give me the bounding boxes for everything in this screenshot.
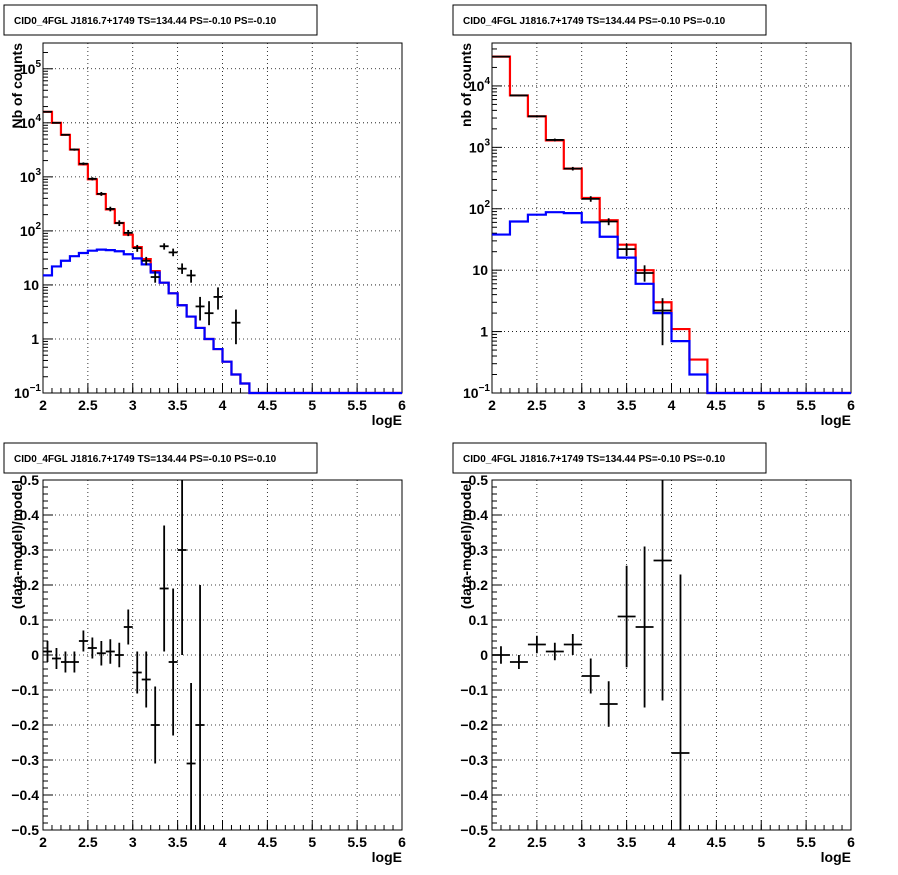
x-tick-label: 3.5 (168, 397, 188, 413)
x-tick-label: 3 (578, 397, 586, 413)
y-tick-label: 102 (469, 199, 491, 217)
y-tick-label: 0.5 (20, 472, 40, 488)
title-box (452, 442, 767, 474)
x-tick-label: 6 (398, 397, 406, 413)
chart-title: CID0_4FGL J1816.7+1749 TS=134.44 PS=-0.1… (463, 454, 726, 465)
x-axis-label: logE (372, 849, 402, 865)
y-tick-label: 0.5 (469, 472, 489, 488)
chart-panel-1: CID0_4FGL J1816.7+1749 TS=134.44 PS=-0.1… (3, 4, 406, 428)
y-tick-label: −0.5 (11, 822, 39, 838)
x-tick-label: 4 (668, 834, 676, 850)
x-tick-label: 3.5 (617, 397, 637, 413)
chart-title: CID0_4FGL J1816.7+1749 TS=134.44 PS=-0.1… (14, 16, 277, 27)
x-tick-label: 2.5 (527, 397, 547, 413)
x-tick-label: 2.5 (78, 834, 98, 850)
x-tick-label: 5.5 (347, 397, 367, 413)
y-tick-label: 0.4 (20, 507, 40, 523)
y-tick-label: −0.1 (11, 682, 39, 698)
y-tick-label: 0.3 (469, 542, 489, 558)
title-box (3, 4, 318, 36)
y-tick-label: −0.2 (11, 717, 39, 733)
series-line-blue (43, 248, 402, 395)
x-tick-label: 4 (219, 397, 227, 413)
x-tick-label: 4 (668, 397, 676, 413)
y-tick-label: −0.3 (460, 752, 488, 768)
y-axis-label: (data-model)/model (458, 480, 474, 609)
y-tick-label: −0.2 (460, 717, 488, 733)
x-tick-label: 3.5 (168, 834, 188, 850)
x-tick-label: 5 (308, 834, 316, 850)
x-tick-label: 2 (39, 397, 47, 413)
y-tick-label: 102 (20, 221, 42, 239)
y-tick-label: 10−1 (14, 383, 41, 401)
x-tick-label: 3 (578, 834, 586, 850)
x-tick-label: 6 (398, 834, 406, 850)
x-tick-label: 4.5 (707, 397, 727, 413)
x-tick-label: 5.5 (796, 397, 816, 413)
x-tick-label: 6 (847, 397, 855, 413)
y-tick-label: −0.4 (11, 787, 39, 803)
x-tick-label: 3 (129, 397, 137, 413)
series-line-blue (492, 211, 851, 395)
chart-panel-4: CID0_4FGL J1816.7+1749 TS=134.44 PS=-0.1… (452, 442, 855, 865)
y-tick-label: 1 (31, 331, 39, 347)
y-tick-label: 103 (20, 167, 42, 185)
chart-panel-2: CID0_4FGL J1816.7+1749 TS=134.44 PS=-0.1… (452, 4, 855, 428)
x-tick-label: 5.5 (796, 834, 816, 850)
x-axis-label: logE (372, 412, 402, 428)
y-axis-label: (data-model)/model (9, 480, 25, 609)
y-axis-label: nb of counts (458, 43, 474, 127)
x-axis-label: logE (821, 849, 851, 865)
y-tick-label: 0.2 (20, 577, 40, 593)
y-tick-label: −0.3 (11, 752, 39, 768)
y-tick-label: −0.4 (460, 787, 488, 803)
chart-title: CID0_4FGL J1816.7+1749 TS=134.44 PS=-0.1… (14, 454, 277, 465)
chart-panel-3: CID0_4FGL J1816.7+1749 TS=134.44 PS=-0.1… (3, 442, 406, 865)
x-tick-label: 5 (308, 397, 316, 413)
y-axis-label: Nb of counts (9, 43, 25, 129)
y-tick-label: −0.5 (460, 822, 488, 838)
y-tick-label: 0 (31, 647, 39, 663)
y-tick-label: 105 (20, 59, 42, 77)
x-tick-label: 3.5 (617, 834, 637, 850)
chart-title: CID0_4FGL J1816.7+1749 TS=134.44 PS=-0.1… (463, 16, 726, 27)
y-tick-label: 10−1 (463, 383, 490, 401)
title-box (3, 442, 318, 474)
x-tick-label: 3 (129, 834, 137, 850)
y-tick-label: 104 (469, 76, 491, 94)
x-axis-label: logE (821, 412, 851, 428)
y-tick-label: 10 (23, 277, 39, 293)
x-tick-label: 2.5 (78, 397, 98, 413)
x-tick-label: 2 (488, 834, 496, 850)
y-tick-label: 1 (480, 324, 488, 340)
x-tick-label: 5 (757, 397, 765, 413)
x-tick-label: 4 (219, 834, 227, 850)
y-tick-label: 0.1 (469, 612, 489, 628)
x-tick-label: 2 (488, 397, 496, 413)
x-tick-label: 2.5 (527, 834, 547, 850)
y-tick-label: 104 (20, 113, 42, 131)
x-tick-label: 6 (847, 834, 855, 850)
y-tick-label: 10 (472, 262, 488, 278)
y-tick-label: 0.4 (469, 507, 489, 523)
x-tick-label: 4.5 (258, 834, 278, 850)
x-tick-label: 2 (39, 834, 47, 850)
y-tick-label: 103 (469, 137, 491, 155)
title-box (452, 4, 767, 36)
y-tick-label: 0.2 (469, 577, 489, 593)
x-tick-label: 5 (757, 834, 765, 850)
y-tick-label: 0.1 (20, 612, 40, 628)
y-tick-label: 0.3 (20, 542, 40, 558)
x-tick-label: 5.5 (347, 834, 367, 850)
x-tick-label: 4.5 (707, 834, 727, 850)
y-tick-label: −0.1 (460, 682, 488, 698)
y-tick-label: 0 (480, 647, 488, 663)
x-tick-label: 4.5 (258, 397, 278, 413)
